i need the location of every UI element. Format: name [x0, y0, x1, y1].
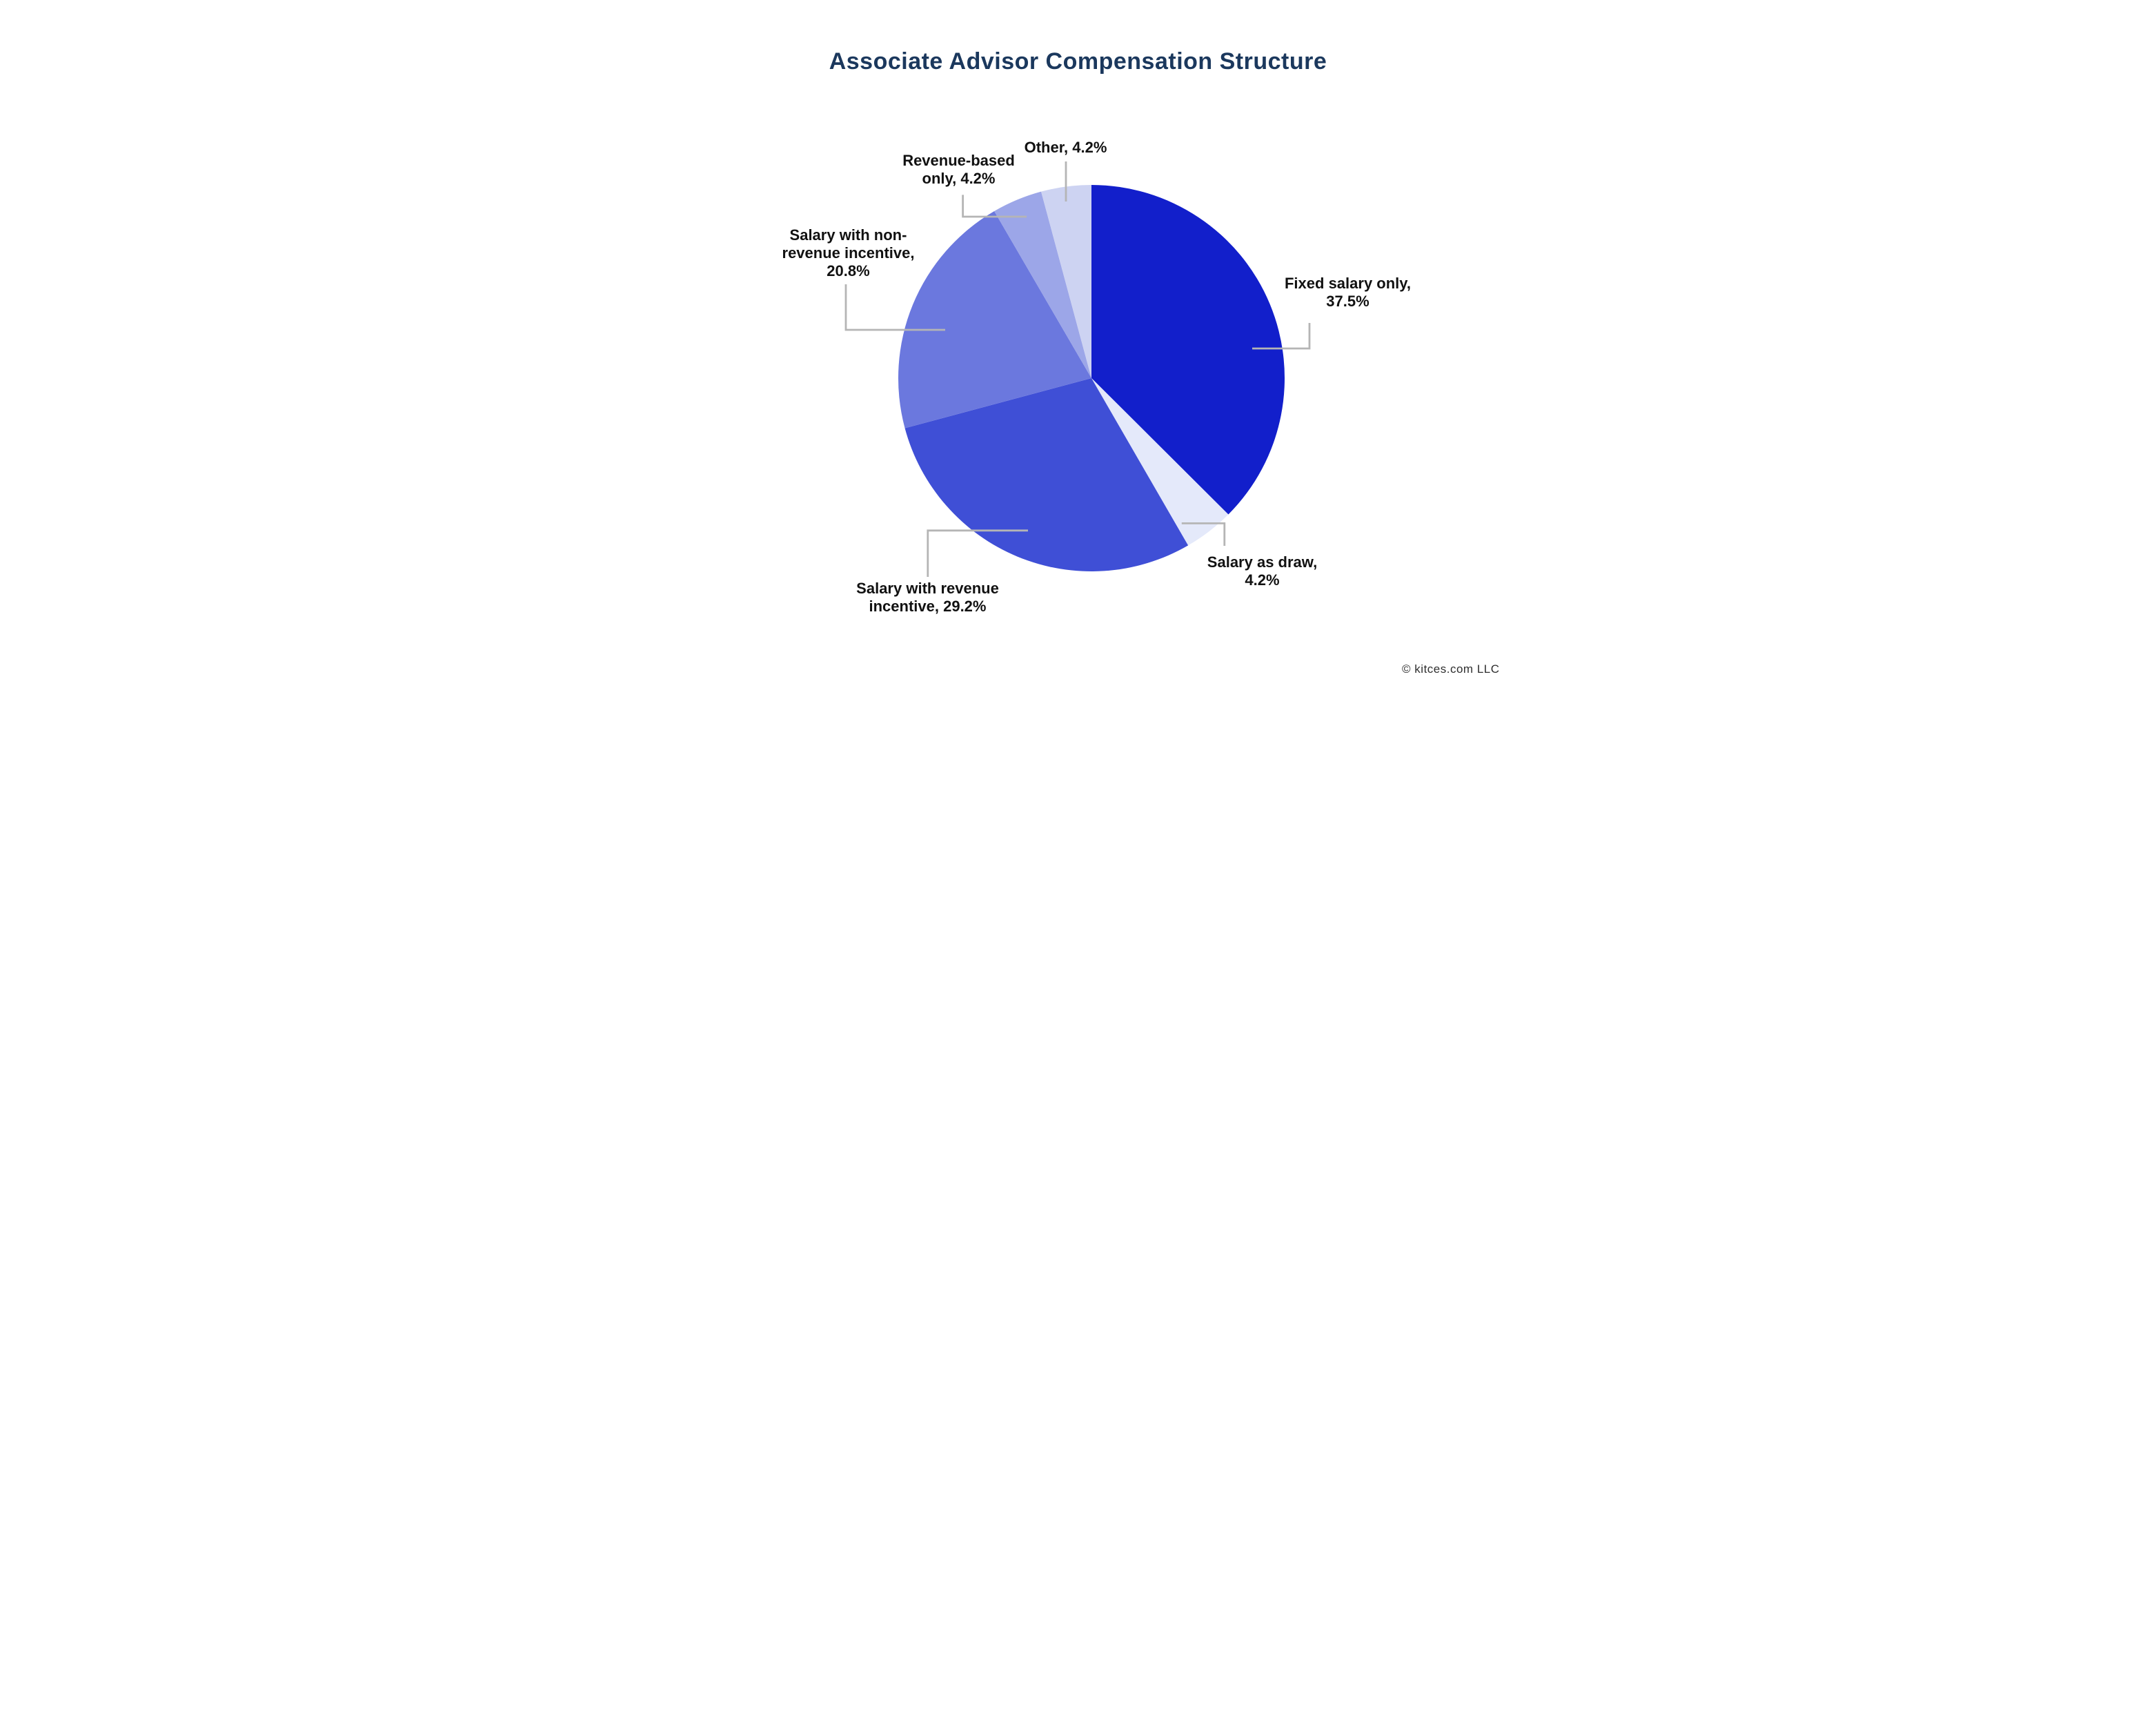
label-non-revenue-line: revenue incentive, [782, 244, 915, 262]
label-salary-with-revenue-incentive: Salary with revenue incentive, 29.2% [856, 580, 999, 616]
label-draw-line: 4.2% [1245, 571, 1280, 589]
label-rev-incentive-line: incentive, 29.2% [869, 598, 987, 615]
leader-line-salary-as-draw [1181, 522, 1225, 546]
label-draw-line: Salary as draw, [1207, 553, 1318, 571]
pie-slice-salary-with-non-revenue-incentive [898, 211, 1091, 429]
pie-slice-fixed-salary-only [1091, 185, 1285, 515]
label-non-revenue-line: Salary with non- [789, 226, 907, 244]
label-other: Other, 4.2% [1025, 139, 1107, 157]
pie-slice-revenue-based-only [993, 191, 1091, 378]
leader-line-salary-with-non-revenue [844, 284, 945, 331]
pie-slice-salary-as-draw [1091, 378, 1228, 546]
label-fixed-line: Fixed salary only, [1284, 275, 1412, 292]
label-salary-as-draw: Salary as draw, 4.2% [1207, 553, 1317, 589]
chart-title: Associate Advisor Compensation Structure [829, 48, 1327, 75]
pie-chart [844, 161, 1310, 577]
label-revenue-based-line: only, 4.2% [922, 170, 996, 187]
label-revenue-based-only: Revenue-based only, 4.2% [902, 152, 1015, 188]
leader-line-salary-with-revenue-incentive [926, 529, 1028, 577]
chart-page: Associate Advisor Compensation Structure… [646, 0, 1510, 689]
leader-lines [844, 161, 1310, 577]
label-rev-incentive-line: Salary with revenue [856, 580, 999, 597]
pie-slice-salary-with-revenue-incentive [904, 378, 1188, 571]
pie-slices [898, 185, 1285, 571]
copyright-text: © kitces.com LLC [1402, 662, 1500, 676]
pie-slice-other [1040, 185, 1091, 378]
label-other-line: Other, 4.2% [1024, 139, 1107, 156]
label-salary-with-non-revenue-incentive: Salary with non- revenue incentive, 20.8… [782, 226, 915, 280]
label-fixed-salary-only: Fixed salary only, 37.5% [1285, 275, 1411, 311]
label-non-revenue-line: 20.8% [827, 262, 870, 279]
leader-line-revenue-based-only [961, 195, 1027, 218]
label-revenue-based-line: Revenue-based [902, 152, 1015, 169]
leader-line-fixed-salary-only [1252, 323, 1310, 350]
label-fixed-line: 37.5% [1326, 293, 1369, 310]
